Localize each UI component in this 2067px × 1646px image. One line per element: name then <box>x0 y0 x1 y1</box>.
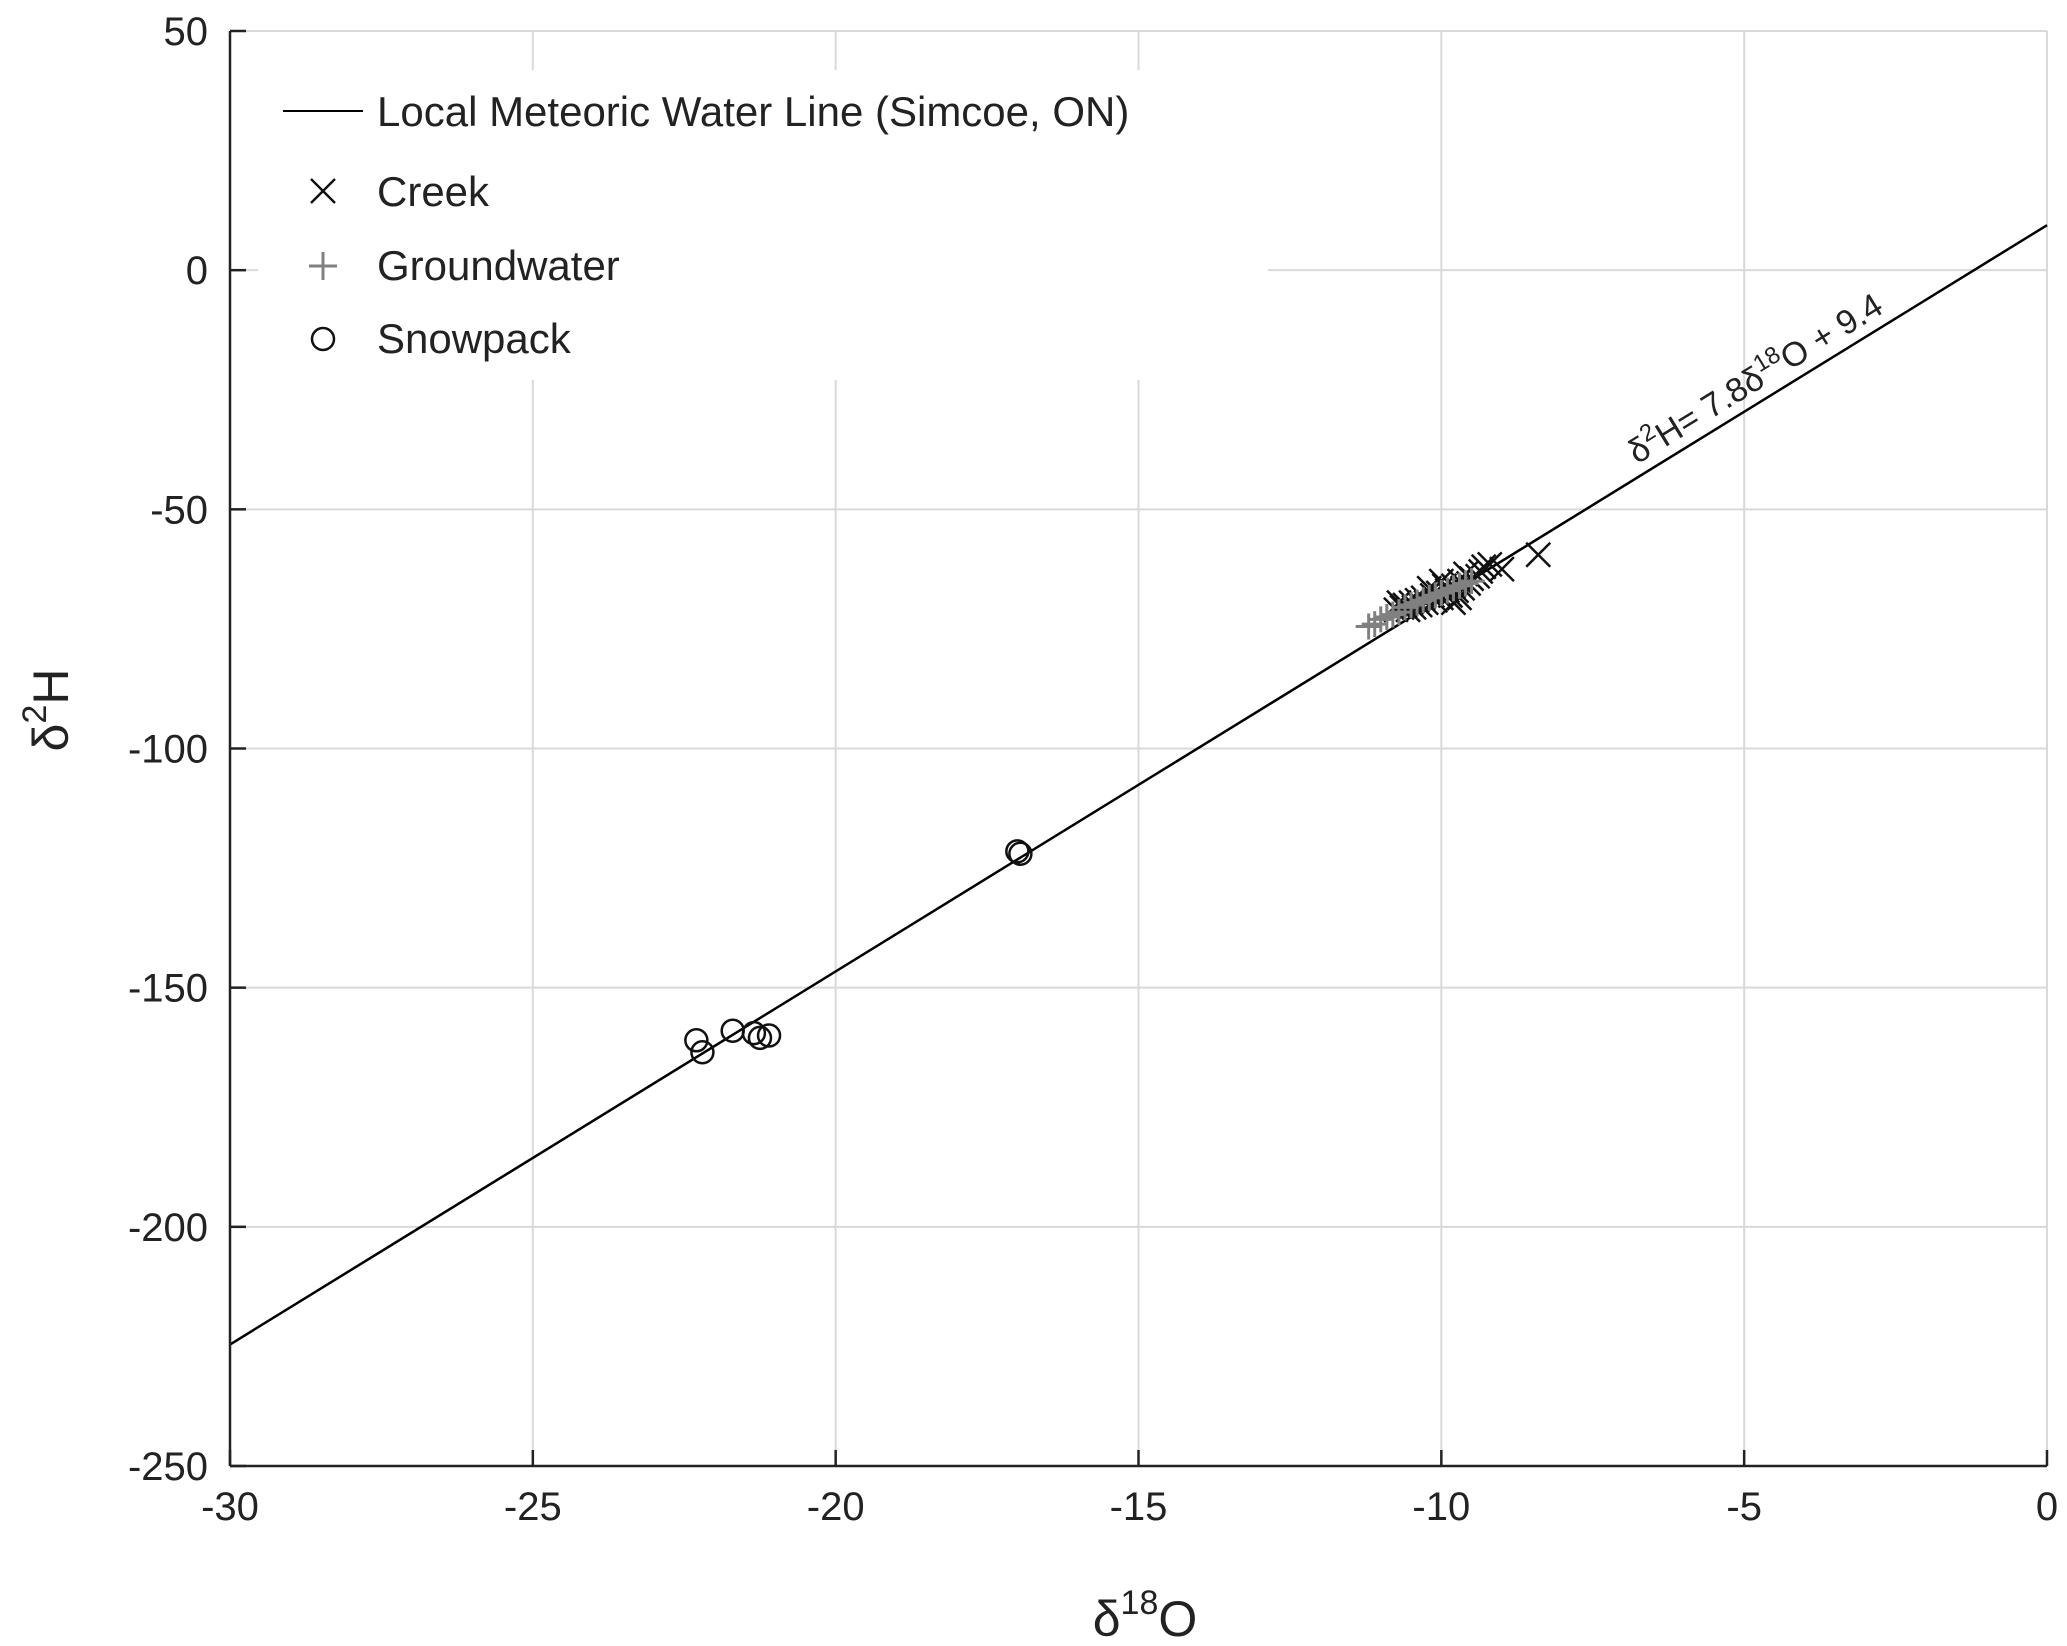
x-tick-label: -30 <box>201 1485 259 1529</box>
data-points <box>684 541 1552 1065</box>
snowpack-point <box>747 1025 773 1051</box>
y-label-sup: 2 <box>16 705 54 724</box>
creek-point <box>1525 541 1552 568</box>
x-tick-label: -5 <box>1726 1485 1762 1529</box>
groundwater-point <box>1410 587 1437 614</box>
x-label-letter: O <box>1158 1591 1197 1646</box>
groundwater-point <box>1428 580 1455 607</box>
groundwater-point <box>1391 594 1418 621</box>
groundwater-point <box>1452 570 1479 597</box>
groundwater-point <box>1404 589 1431 616</box>
groundwater-point <box>1458 568 1485 595</box>
snowpack-point <box>756 1023 782 1048</box>
creek-point-stroke <box>1525 541 1552 568</box>
x-tick-label: -15 <box>1110 1485 1168 1529</box>
axes <box>228 29 2049 1468</box>
groundwater-point <box>1446 572 1473 599</box>
groundwater-point <box>1416 584 1443 611</box>
meteoric-water-line <box>229 224 2048 1346</box>
creek-point-stroke <box>1440 589 1467 616</box>
x-label-delta: δ <box>1093 1591 1121 1646</box>
snowpack-point <box>690 1039 715 1065</box>
legend: Local Meteoric Water Line (Simcoe, ON) C… <box>258 70 1268 380</box>
x-tick-label: -10 <box>1412 1485 1470 1529</box>
legend-label-creek: Creek <box>377 168 490 215</box>
snowpack-point <box>1008 841 1033 866</box>
legend-label-line: Local Meteoric Water Line (Simcoe, ON) <box>377 88 1129 135</box>
y-tick-label: -250 <box>128 1445 208 1489</box>
groundwater-point <box>1440 575 1467 602</box>
groundwater-point <box>1398 592 1425 618</box>
y-tick-label: 50 <box>164 10 209 54</box>
x-tick-label: -20 <box>807 1485 865 1529</box>
groundwater-point <box>1373 603 1400 630</box>
y-tick-label: -200 <box>128 1206 208 1250</box>
snowpack-point <box>684 1028 709 1053</box>
y-axis-label: δ2H <box>16 669 79 752</box>
y-tick-label: -100 <box>128 728 208 772</box>
x-axis-label: δ18O <box>1093 1584 1198 1646</box>
y-label-delta: δ <box>23 724 79 752</box>
snowpack-point <box>741 1020 767 1046</box>
y-tick-label: -50 <box>150 488 208 532</box>
legend-marker-creek <box>310 178 336 204</box>
legend-label-snowpack: Snowpack <box>377 315 572 362</box>
legend-label-groundwater: Groundwater <box>377 242 620 289</box>
groundwater-point <box>1422 582 1449 609</box>
meteoric-water-line-path <box>229 224 2048 1346</box>
x-tick-label: -25 <box>504 1485 562 1529</box>
groundwater-point <box>1434 577 1461 604</box>
legend-box <box>258 70 1268 380</box>
x-tick-label: 0 <box>2036 1485 2058 1529</box>
y-label-letter: H <box>23 669 79 705</box>
legend-marker-groundwater <box>309 252 337 280</box>
legend-marker-snowpack <box>310 326 336 352</box>
snowpack-point <box>1005 839 1030 864</box>
y-tick-label: 0 <box>186 249 208 293</box>
groundwater-point <box>1367 606 1394 633</box>
y-tick-label: -150 <box>128 967 208 1011</box>
x-label-sup: 18 <box>1121 1584 1159 1622</box>
